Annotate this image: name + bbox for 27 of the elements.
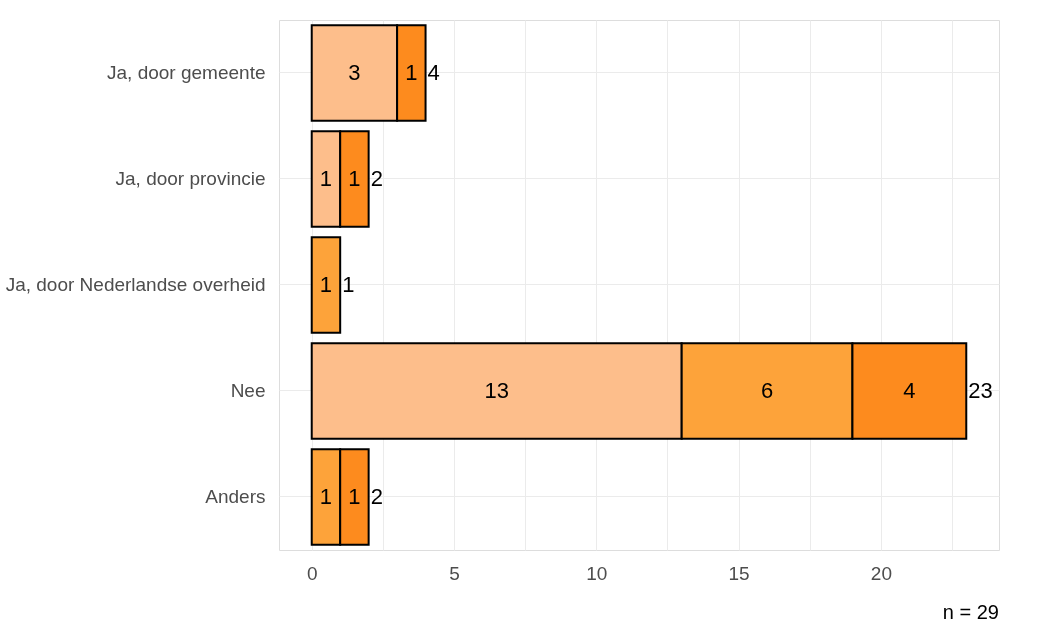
y-tick-label: Ja, door Nederlandse overheid [5,274,266,295]
x-tick-label: 5 [449,562,460,584]
total-label: 2 [370,484,383,509]
y-tick-label: Ja, door gemeente [107,62,266,83]
total-label: 2 [370,166,383,191]
y-tick-label: Nee [230,380,266,401]
text: n = 29 [942,601,999,623]
data-label: 1 [319,484,333,509]
bar [310,236,342,334]
data-label: 1 [319,272,333,297]
x-tick-label: 10 [586,562,608,584]
data-label: 6 [760,378,774,403]
data-label: 13 [484,378,509,403]
x-tick-label: 20 [870,562,892,584]
total-label: 4 [427,60,440,85]
data-label: 3 [348,60,361,85]
data-label: 1 [405,60,418,85]
total-label: 23 [968,378,993,403]
data-label: 1 [348,484,361,509]
y-tick-label: Ja, door provincie [115,168,266,189]
y-tick-label: Anders [205,486,266,507]
data-label: 1 [348,166,361,191]
x-tick-label: 0 [306,562,318,584]
data-label: 4 [903,378,916,403]
data-label: 1 [319,166,333,191]
total-label: 1 [342,272,355,297]
x-tick-label: 15 [728,562,750,584]
